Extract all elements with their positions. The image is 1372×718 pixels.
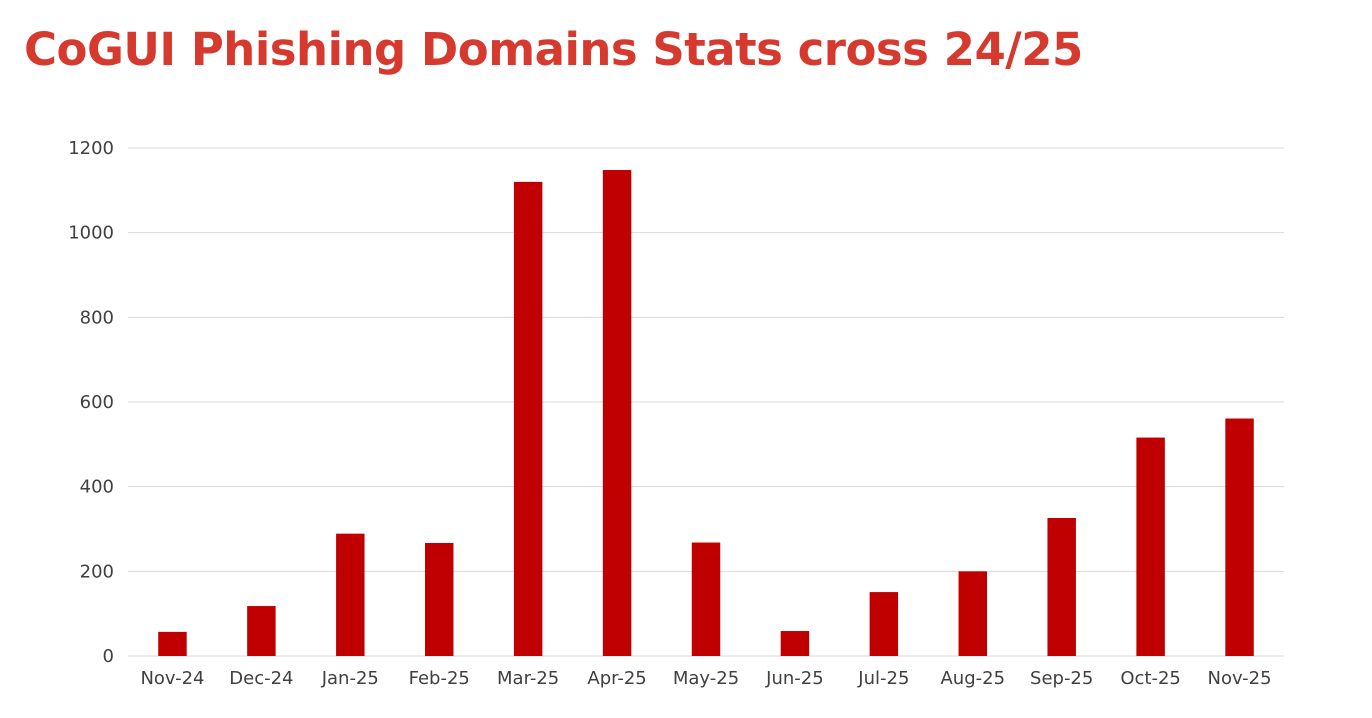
- x-tick-label-Oct-25: Oct-25: [1120, 668, 1181, 689]
- bar-Jul-25: [869, 592, 899, 656]
- y-tick-label-1200: 1200: [68, 138, 114, 159]
- bar-Feb-25: [425, 542, 454, 656]
- x-tick-label-Mar-25: Mar-25: [497, 668, 559, 689]
- bar-Apr-25: [602, 170, 632, 656]
- x-tick-label-Nov-24: Nov-24: [140, 668, 204, 689]
- y-tick-label-800: 800: [80, 307, 114, 328]
- y-axis-tick-labels: 0 200 400 600 800 1000 1200: [68, 138, 114, 667]
- x-tick-label-Nov-25: Nov-25: [1208, 668, 1272, 689]
- x-tick-label-Apr-25: Apr-25: [587, 668, 646, 689]
- y-tick-label-200: 200: [80, 561, 114, 582]
- bar-Mar-25: [513, 181, 543, 656]
- x-tick-label-Jun-25: Jun-25: [765, 668, 824, 689]
- bar-Nov-25: [1225, 418, 1254, 656]
- bar-Sep-25: [1047, 517, 1076, 656]
- x-tick-label-Jul-25: Jul-25: [857, 668, 909, 689]
- x-axis-category-labels: Nov-24 Dec-24 Jan-25 Feb-25 Mar-25 Apr-25 May-…: [140, 668, 1271, 689]
- x-tick-label-Jan-25: Jan-25: [321, 668, 379, 689]
- bar-Jan-25: [336, 533, 365, 656]
- y-tick-label-600: 600: [80, 392, 114, 413]
- x-tick-label-Feb-25: Feb-25: [409, 668, 470, 689]
- bar-May-25: [691, 542, 721, 656]
- y-tick-label-0: 0: [103, 646, 114, 667]
- page-title: CoGUI Phishing Domains Stats cross 24/25: [24, 23, 1083, 76]
- bar-Nov-24: [158, 631, 187, 656]
- bar-Aug-25: [958, 571, 987, 656]
- bar-Dec-24: [247, 606, 276, 656]
- x-tick-label-Dec-24: Dec-24: [229, 668, 293, 689]
- x-tick-label-May-25: May-25: [673, 668, 739, 689]
- y-tick-label-1000: 1000: [68, 223, 114, 244]
- y-tick-label-400: 400: [80, 477, 114, 498]
- x-tick-label-Sep-25: Sep-25: [1030, 668, 1093, 689]
- x-tick-label-Aug-25: Aug-25: [940, 668, 1005, 689]
- bars: [158, 170, 1254, 656]
- bar-Jun-25: [780, 631, 810, 656]
- bar-Oct-25: [1136, 437, 1165, 656]
